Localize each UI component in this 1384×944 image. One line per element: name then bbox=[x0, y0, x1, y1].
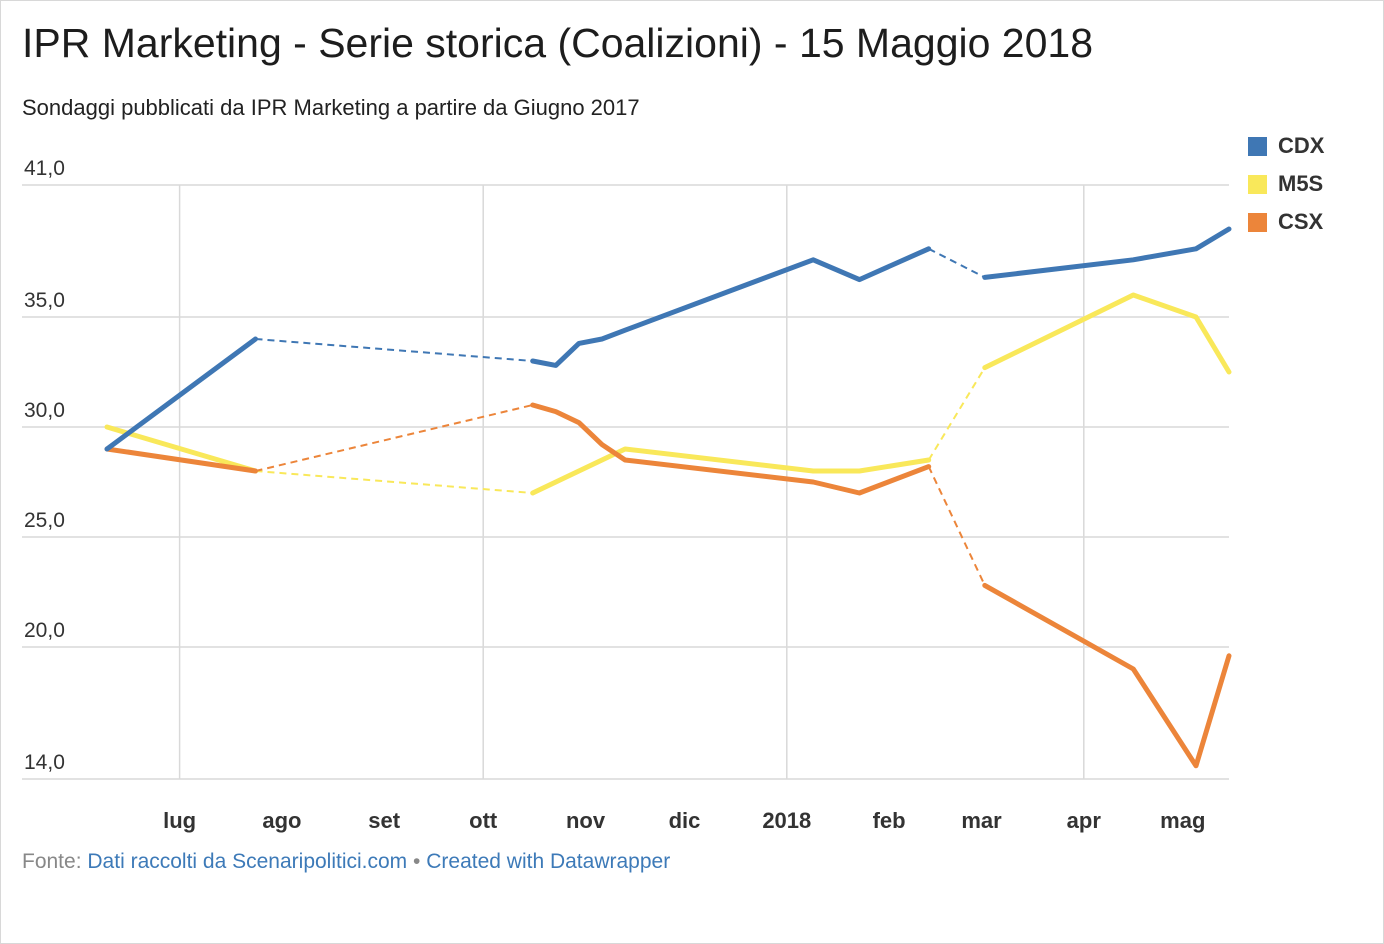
legend: CDX M5S CSX bbox=[1248, 127, 1324, 241]
x-tick-label-1: ago bbox=[262, 808, 301, 833]
series-layer bbox=[104, 226, 1232, 769]
y-tick-label-4: 35,0 bbox=[24, 289, 65, 312]
series-line-cdx-1 bbox=[530, 246, 932, 368]
series-line-csx-0 bbox=[104, 446, 258, 474]
footer-separator: • bbox=[413, 850, 421, 873]
x-tick-label-0: lug bbox=[163, 808, 196, 833]
chart-title: IPR Marketing - Serie storica (Coalizion… bbox=[22, 20, 1094, 66]
series-line-m5s-2 bbox=[982, 292, 1232, 375]
x-tick-label-4: nov bbox=[566, 808, 606, 833]
legend-swatch-csx bbox=[1248, 212, 1267, 232]
y-tick-label-0: 14,0 bbox=[24, 751, 65, 774]
x-tick-label-9: apr bbox=[1067, 808, 1102, 833]
series-m5s bbox=[104, 292, 1232, 496]
axis-labels: 14,0 20,0 25,0 30,0 35,0 41,0 lug ago set ott nov d… bbox=[24, 157, 1205, 833]
footer-source-label: Fonte: bbox=[22, 850, 82, 873]
series-csx bbox=[104, 402, 1232, 769]
grid-layer bbox=[22, 184, 1229, 780]
series-dashed-m5s-1 bbox=[255, 470, 533, 494]
x-tick-label-6: 2018 bbox=[762, 808, 811, 833]
legend-item-m5s: M5S bbox=[1248, 165, 1324, 203]
chart-subtitle: Sondaggi pubblicati da IPR Marketing a p… bbox=[22, 95, 640, 120]
x-tick-label-5: dic bbox=[669, 808, 701, 833]
y-tick-label-1: 20,0 bbox=[24, 619, 65, 642]
legend-swatch-m5s bbox=[1248, 174, 1267, 194]
series-dashed-m5s-6 bbox=[927, 367, 986, 461]
y-tick-label-2: 25,0 bbox=[24, 509, 65, 532]
series-line-m5s-1 bbox=[530, 446, 932, 496]
series-line-csx-2 bbox=[982, 582, 1232, 769]
legend-label-csx: CSX bbox=[1278, 209, 1324, 234]
legend-item-cdx: CDX bbox=[1248, 127, 1324, 165]
datawrapper-credit-link[interactable]: Created with Datawrapper bbox=[426, 850, 671, 873]
y-tick-label-3: 30,0 bbox=[24, 399, 65, 422]
legend-item-csx: CSX bbox=[1248, 203, 1324, 241]
legend-label-m5s: M5S bbox=[1278, 171, 1324, 196]
series-cdx bbox=[104, 226, 1232, 452]
series-line-m5s-0 bbox=[104, 424, 258, 474]
x-tick-label-10: mag bbox=[1160, 808, 1205, 833]
series-dashed-csx-1 bbox=[255, 404, 533, 472]
series-line-cdx-0 bbox=[104, 336, 258, 452]
series-dashed-csx-9 bbox=[927, 466, 986, 586]
footer: Fonte: Dati raccolti da Scenaripolitici.… bbox=[22, 850, 670, 874]
series-line-cdx-2 bbox=[982, 226, 1232, 280]
x-tick-label-7: feb bbox=[873, 808, 906, 833]
x-tick-label-8: mar bbox=[961, 808, 1002, 833]
x-tick-label-2: set bbox=[368, 808, 400, 833]
series-dashed-cdx-1 bbox=[255, 338, 533, 362]
series-line-csx-1 bbox=[530, 402, 932, 496]
series-dashed-cdx-9 bbox=[928, 247, 986, 279]
y-tick-label-5: 41,0 bbox=[24, 157, 65, 180]
source-link[interactable]: Dati raccolti da Scenaripolitici.com bbox=[87, 850, 408, 873]
x-tick-label-3: ott bbox=[469, 808, 498, 833]
legend-swatch-cdx bbox=[1248, 136, 1267, 156]
legend-label-cdx: CDX bbox=[1278, 133, 1325, 158]
